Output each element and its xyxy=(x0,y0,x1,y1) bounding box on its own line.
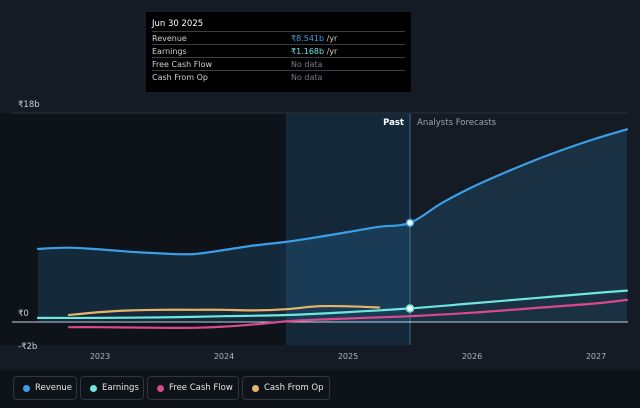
revenue-line xyxy=(36,128,629,256)
tooltip-value: No data xyxy=(291,73,323,82)
unit: /yr xyxy=(324,47,338,56)
earnings-value: ₹1.168b xyxy=(291,47,325,56)
chart-area: ₹18b ₹0 -₹2b 2023 2024 2025 2026 2027 Past Ana… xyxy=(12,100,629,361)
earnings-marker[interactable] xyxy=(405,304,415,313)
past-label: Past xyxy=(383,118,404,128)
legend-item-free-cash-flow[interactable]: Free Cash Flow xyxy=(147,376,239,400)
legend-dot-icon xyxy=(252,385,259,392)
tooltip-row-earnings: Earnings ₹1.168b /yr xyxy=(152,44,405,58)
x-tick-label: 2024 xyxy=(214,352,234,361)
tooltip-row-revenue: Revenue ₹8.541b /yr xyxy=(152,31,405,45)
legend-item-earnings[interactable]: Earnings xyxy=(80,376,144,400)
tooltip-row-free-cash-flow: Free Cash Flow No data xyxy=(152,57,405,71)
x-tick-label: 2027 xyxy=(586,352,606,361)
tooltip-value: No data xyxy=(291,60,323,69)
tooltip-row-cash-from-op: Cash From Op No data xyxy=(152,70,405,84)
revenue-area xyxy=(38,129,627,322)
legend-label: Revenue xyxy=(35,383,73,393)
x-tick-label: 2023 xyxy=(90,352,110,361)
tooltip: Jun 30 2025 Revenue ₹8.541b /yr Earnings… xyxy=(146,12,411,92)
y-tick-label: ₹0 xyxy=(18,309,29,319)
forecast-label: Analysts Forecasts xyxy=(417,118,497,128)
tooltip-label: Earnings xyxy=(152,47,187,56)
cash-from-op-line xyxy=(67,304,381,317)
legend: Revenue Earnings Free Cash Flow Cash Fro… xyxy=(0,370,640,408)
unit: /yr xyxy=(324,34,338,43)
tooltip-date: Jun 30 2025 xyxy=(152,19,204,29)
legend-label: Free Cash Flow xyxy=(169,383,233,393)
legend-item-cash-from-op[interactable]: Cash From Op xyxy=(242,376,330,400)
legend-dot-icon xyxy=(23,385,30,392)
y-tick-label: ₹18b xyxy=(18,100,40,110)
legend-item-revenue[interactable]: Revenue xyxy=(13,376,77,400)
tooltip-label: Free Cash Flow xyxy=(152,60,213,69)
tooltip-value: ₹8.541b /yr xyxy=(291,34,337,43)
legend-dot-icon xyxy=(90,385,97,392)
legend-label: Cash From Op xyxy=(264,383,324,393)
tooltip-label: Revenue xyxy=(152,34,187,43)
legend-label: Earnings xyxy=(102,383,139,393)
earnings-line xyxy=(36,289,629,320)
revenue-value: ₹8.541b xyxy=(291,34,325,43)
tooltip-label: Cash From Op xyxy=(152,73,209,82)
x-tick-label: 2026 xyxy=(462,352,482,361)
tooltip-value: ₹1.168b /yr xyxy=(291,47,337,56)
x-tick-label: 2025 xyxy=(338,352,358,361)
legend-dot-icon xyxy=(157,385,164,392)
free-cash-flow-line xyxy=(67,298,629,330)
y-tick-label: -₹2b xyxy=(18,342,37,352)
revenue-marker[interactable] xyxy=(405,218,415,228)
